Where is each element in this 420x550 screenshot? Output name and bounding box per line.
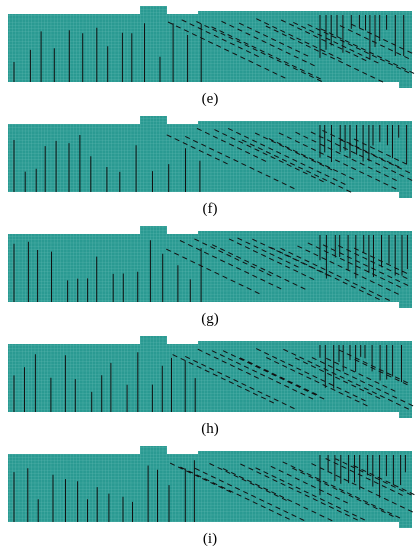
support-plate (399, 302, 412, 308)
loading-plate (140, 116, 167, 124)
panel-label: (i) (203, 531, 217, 547)
beam (8, 14, 412, 82)
support-plate (399, 522, 412, 528)
step (198, 451, 412, 454)
step (198, 341, 412, 344)
loading-plate (140, 6, 167, 14)
crack-pattern (13, 455, 415, 522)
beam (8, 344, 412, 412)
beam-panel: (h) (8, 336, 414, 437)
crack-pattern (13, 125, 413, 193)
support-plate (399, 412, 412, 418)
beam-panel: (f) (8, 116, 413, 217)
beam (8, 234, 412, 302)
step (198, 231, 412, 234)
step (198, 121, 412, 124)
beam-panel: (i) (8, 446, 415, 547)
support-plate (399, 82, 412, 88)
support-plate (399, 192, 412, 198)
beam-panel: (e) (8, 6, 415, 107)
loading-plate (140, 336, 167, 344)
panel-label: (g) (201, 311, 219, 327)
panel-label: (h) (201, 421, 219, 437)
loading-plate (140, 226, 167, 234)
beam-panel: (g) (8, 226, 412, 327)
crack-pattern (13, 345, 414, 412)
panel-label: (e) (202, 91, 219, 107)
step (198, 11, 412, 14)
panel-label: (f) (203, 201, 218, 217)
crack-pattern (13, 235, 409, 302)
crack-pattern (13, 15, 415, 83)
loading-plate (140, 446, 167, 454)
